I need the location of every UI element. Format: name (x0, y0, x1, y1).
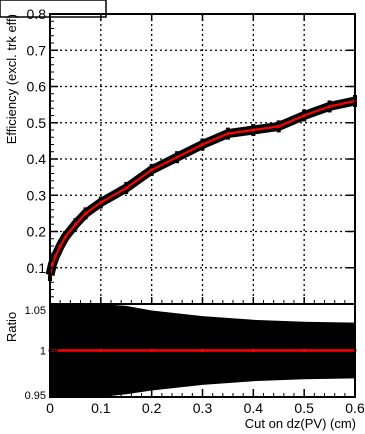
ratio-x-tick-label: 0.1 (91, 400, 111, 416)
main-panel: 0.1 0.2 0.3 0.4 0.5 0.6 0.7 0.8 Efficiency (exc… (4, 6, 357, 305)
ratio-y-axis-title: Ratio (4, 312, 19, 342)
ratio-x-tick-labels: 0 0.1 0.2 0.3 0.4 0.5 0.6 (46, 400, 365, 416)
ratio-y-tick-label: 0.95 (25, 390, 46, 402)
main-y-tick-label: 0.1 (27, 260, 47, 276)
main-y-tick-label: 0.4 (27, 151, 47, 167)
main-efficiency-point (302, 113, 306, 118)
main-y-tick-label: 0.2 (27, 224, 47, 240)
ratio-point (99, 348, 103, 353)
main-efficiency-point (73, 222, 78, 226)
title-box (0, 0, 107, 18)
main-efficiency-point (327, 104, 332, 109)
main-efficiency-point (251, 128, 255, 132)
main-y-tick-label: 0.6 (27, 79, 47, 95)
main-efficiency-point (226, 132, 230, 136)
ratio-point (150, 348, 154, 353)
main-efficiency-point (124, 186, 128, 190)
main-y-tick-label: 0.3 (27, 187, 47, 203)
ratio-x-tick-label: 0.5 (294, 400, 314, 416)
ratio-x-axis-title: Cut on dz(PV) (cm) (245, 416, 356, 431)
ratio-y-tick-labels: 0.95 1 1.05 (25, 305, 46, 402)
ratio-x-tick-label: 0.4 (244, 400, 264, 416)
main-efficiency-point (63, 235, 67, 239)
main-series-group (48, 99, 357, 277)
main-efficiency-point (175, 155, 179, 159)
main-efficiency-point (200, 142, 205, 147)
main-efficiency-point (99, 200, 103, 205)
main-efficiency-point (53, 255, 57, 259)
ratio-panel: 0.95 1 1.05 0 0.1 0.2 0.3 0.4 0.5 0.6 Ratio Cut … (4, 303, 365, 431)
ratio-x-tick-label: 0.3 (193, 400, 213, 416)
ratio-x-tick-label: 0.6 (345, 400, 365, 416)
main-efficiency-line (48, 99, 356, 276)
ratio-point (251, 348, 255, 353)
main-y-tick-labels: 0.1 0.2 0.3 0.4 0.5 0.6 0.7 0.8 (27, 6, 47, 276)
ratio-y-tick-label: 1.05 (25, 305, 46, 317)
main-efficiency-point (83, 211, 88, 215)
main-efficiency-point (58, 244, 62, 248)
main-gridlines (50, 14, 355, 304)
main-y-tick-label: 0.7 (27, 42, 47, 58)
main-y-tick-label: 0.8 (27, 6, 47, 22)
main-y-axis-title: Efficiency (excl. trk eff) (4, 14, 19, 144)
main-efficiency-point (277, 124, 281, 128)
ratio-x-tick-label: 0.2 (142, 400, 162, 416)
main-y-tick-label: 0.5 (27, 115, 47, 131)
ratio-series-group (48, 348, 357, 353)
ratio-x-tick-label: 0 (46, 400, 54, 416)
main-efficiency-point (50, 262, 55, 266)
ratio-y-tick-label: 1 (40, 346, 46, 358)
ratio-point (302, 348, 306, 353)
ratio-point (200, 348, 205, 353)
ratio-plot-frame (49, 303, 356, 398)
main-efficiency-point (150, 168, 154, 172)
